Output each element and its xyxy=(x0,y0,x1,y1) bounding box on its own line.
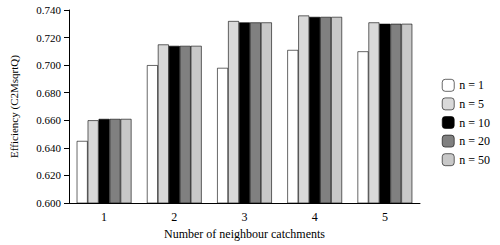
svg-text:0.700: 0.700 xyxy=(36,59,61,71)
svg-text:n = 20: n = 20 xyxy=(459,134,490,148)
svg-text:Efficiency (C2MsqrtQ): Efficiency (C2MsqrtQ) xyxy=(8,55,21,158)
svg-text:0.620: 0.620 xyxy=(36,169,61,181)
svg-text:2: 2 xyxy=(171,210,177,224)
svg-text:Number of neighbour catchments: Number of neighbour catchments xyxy=(164,227,325,241)
svg-text:1: 1 xyxy=(101,210,107,224)
svg-text:n = 1: n = 1 xyxy=(459,78,484,92)
svg-text:0.600: 0.600 xyxy=(36,197,61,209)
svg-text:4: 4 xyxy=(312,210,318,224)
svg-text:0.720: 0.720 xyxy=(36,32,61,44)
svg-text:5: 5 xyxy=(382,210,388,224)
svg-text:0.640: 0.640 xyxy=(36,142,61,154)
svg-text:n = 50: n = 50 xyxy=(459,153,490,167)
svg-text:0.660: 0.660 xyxy=(36,114,61,126)
svg-text:0.740: 0.740 xyxy=(36,4,61,16)
svg-text:3: 3 xyxy=(242,210,248,224)
svg-text:n = 10: n = 10 xyxy=(459,116,490,130)
svg-text:0.680: 0.680 xyxy=(36,87,61,99)
svg-text:n = 5: n = 5 xyxy=(459,97,484,111)
